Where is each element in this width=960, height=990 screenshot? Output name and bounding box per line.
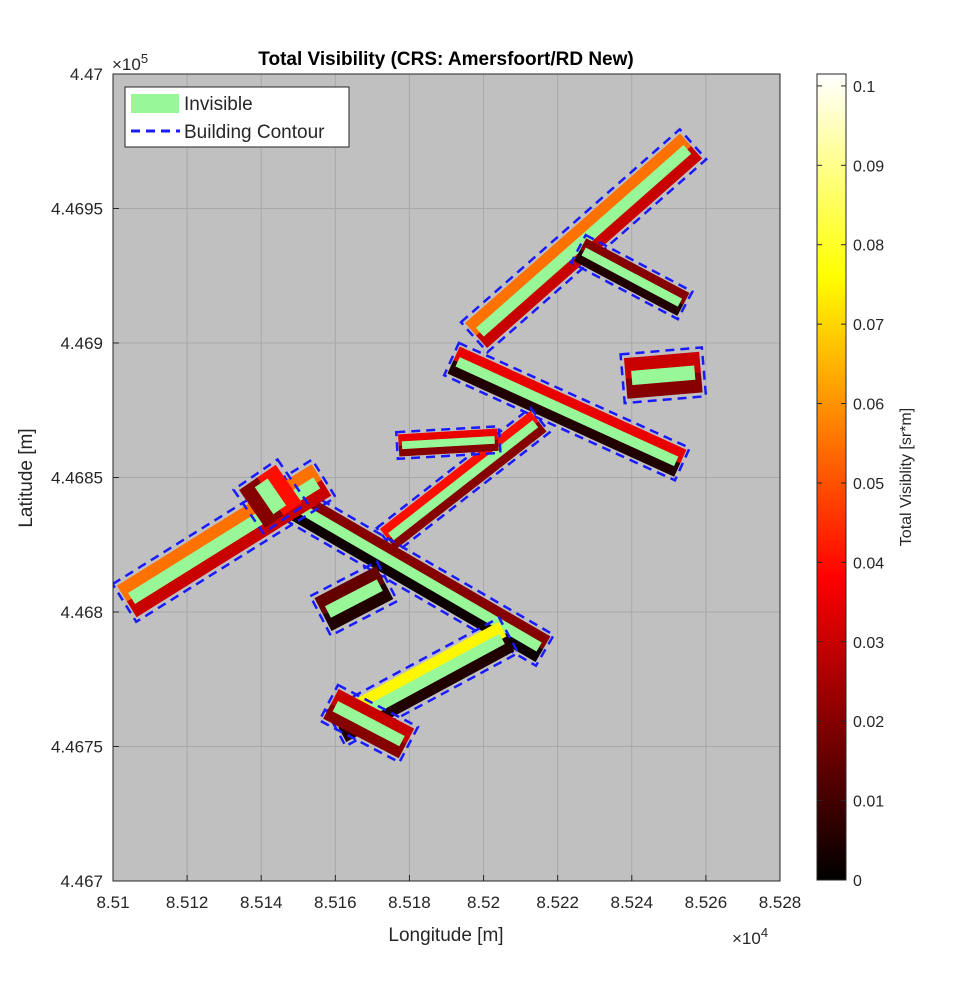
x-tick-label: 8.514	[240, 893, 283, 912]
invisible-area	[631, 365, 696, 386]
colorbar-tick-label: 0.07	[853, 317, 884, 334]
building-wing	[308, 559, 400, 638]
x-tick-label: 8.524	[611, 893, 654, 912]
building-contour	[569, 233, 695, 321]
roof-face	[387, 421, 547, 550]
y-tick-label: 4.4685	[51, 469, 103, 488]
building-contour	[619, 346, 708, 405]
legend: Invisible Building Contour	[124, 86, 350, 148]
invisible-area	[332, 700, 405, 747]
roof-face	[322, 582, 394, 632]
x-tick-label: 8.516	[314, 893, 357, 912]
y-tick-label: 4.4675	[51, 738, 103, 757]
invisible-area	[581, 247, 683, 307]
colorbar-tick-label: 0.03	[853, 635, 884, 652]
x-tick-label: 8.518	[388, 893, 431, 912]
building-contour	[374, 406, 552, 555]
colorbar-tick-label: 0.01	[853, 794, 884, 811]
y-tick-label: 4.469	[60, 334, 103, 353]
y-tick-label: 4.47	[70, 65, 103, 84]
chart-title: Total Visibility (CRS: Amersfoort/RD New…	[258, 49, 633, 70]
x-tick-label: 8.526	[685, 893, 728, 912]
y-multiplier: ×105	[112, 51, 148, 74]
y-tick-label: 4.468	[60, 603, 103, 622]
roof-face	[323, 703, 407, 759]
colorbar	[816, 73, 847, 881]
building-contour	[442, 341, 692, 482]
x-tick-label: 8.528	[759, 893, 802, 912]
axis-ticks: 8.51 8.512 8.514 8.516 8.518 8.52 8.522 8.524 8.…	[51, 65, 801, 912]
colorbar-tick-label: 0.1	[853, 79, 875, 96]
invisible-area	[401, 435, 495, 450]
roof-face	[239, 477, 284, 528]
colorbar-label: Total Visiblity [sr*m]	[898, 408, 915, 546]
building-wing	[263, 475, 556, 668]
x-tick-label: 8.512	[166, 893, 209, 912]
building-wing	[394, 424, 502, 461]
invisible-area	[475, 144, 692, 337]
legend-invisible-swatch	[131, 94, 179, 113]
invisible-area	[324, 579, 383, 618]
roof-face	[330, 621, 507, 728]
colorbar-tick-label: 0	[853, 873, 862, 890]
y-tick-label: 4.467	[60, 872, 103, 891]
invisible-area	[277, 491, 542, 652]
colorbar-tick-label: 0.06	[853, 397, 884, 414]
invisible-area	[455, 357, 679, 467]
colorbar-ticks: 0 0.01 0.02 0.03 0.04 0.05 0.06 0.07 0.08 0.09 0.1	[817, 79, 884, 890]
building-wing	[442, 341, 692, 482]
building-contour	[394, 424, 502, 461]
roof-face	[465, 133, 692, 336]
building-contour	[231, 457, 310, 535]
legend-contour-label: Building Contour	[184, 122, 325, 143]
roof-face	[268, 494, 543, 663]
building-contour	[317, 683, 420, 765]
legend-invisible-label: Invisible	[184, 94, 253, 115]
building-contour	[113, 457, 338, 624]
building-wing	[569, 233, 695, 321]
x-axis-label: Longitude [m]	[388, 925, 503, 946]
roof-face	[275, 481, 551, 650]
x-tick-label: 8.51	[96, 893, 129, 912]
colorbar-tick-label: 0.08	[853, 238, 884, 255]
colorbar-tick-label: 0.05	[853, 476, 884, 493]
invisible-area	[254, 478, 287, 515]
x-tick-label: 8.52	[467, 893, 500, 912]
roof-face	[314, 566, 385, 615]
colorbar-tick-label: 0.02	[853, 714, 884, 731]
roof-face	[580, 238, 690, 305]
x-multiplier: ×104	[732, 925, 768, 948]
invisible-area	[339, 633, 505, 731]
colorbar-tick-label: 0.09	[853, 158, 884, 175]
building-wing	[317, 683, 420, 765]
building-contour	[308, 559, 400, 638]
roof-face	[257, 464, 302, 516]
x-tick-label: 8.522	[536, 893, 579, 912]
roof-face	[330, 689, 415, 744]
building-wing	[619, 346, 708, 405]
y-tick-label: 4.4695	[51, 200, 103, 219]
y-axis-label: Latitude [m]	[16, 428, 37, 527]
buildings-layer	[113, 127, 708, 765]
colorbar-tick-label: 0.04	[853, 555, 884, 572]
roof-face	[574, 249, 684, 316]
building-wing	[231, 457, 310, 535]
roof-face	[379, 411, 539, 540]
